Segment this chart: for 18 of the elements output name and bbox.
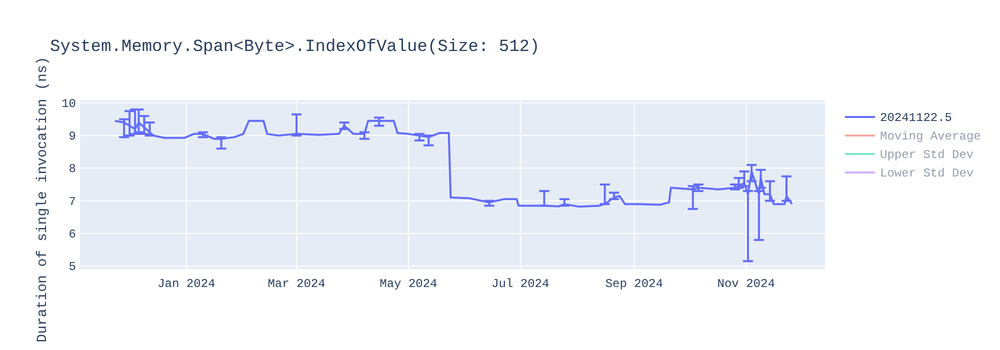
x-tick-label: Mar 2024 xyxy=(268,277,326,291)
y-tick-label: 8 xyxy=(68,162,76,176)
x-tick-label: Jan 2024 xyxy=(158,277,216,291)
y-tick-label: 10 xyxy=(62,96,76,111)
y-axis-title: Duration of single invocation (ns) xyxy=(35,56,51,342)
y-tick-label: 6 xyxy=(68,227,76,242)
y-tick-label: 7 xyxy=(68,194,76,209)
legend-label: Lower Std Dev xyxy=(880,166,974,180)
x-tick-label: Jul 2024 xyxy=(492,277,550,291)
legend-label: Upper Std Dev xyxy=(880,148,974,162)
x-tick-label: Nov 2024 xyxy=(717,277,775,291)
x-tick-label: Sep 2024 xyxy=(605,277,663,291)
y-tick-label: 5 xyxy=(68,260,76,274)
legend-label: Moving Average xyxy=(880,130,981,144)
chart-title: System.Memory.Span<Byte>.IndexOfValue(Size: 512) xyxy=(50,38,540,57)
y-tick-label: 9 xyxy=(68,130,76,144)
x-tick-label: May 2024 xyxy=(380,277,438,291)
legend-label: 20241122.5 xyxy=(880,111,952,125)
